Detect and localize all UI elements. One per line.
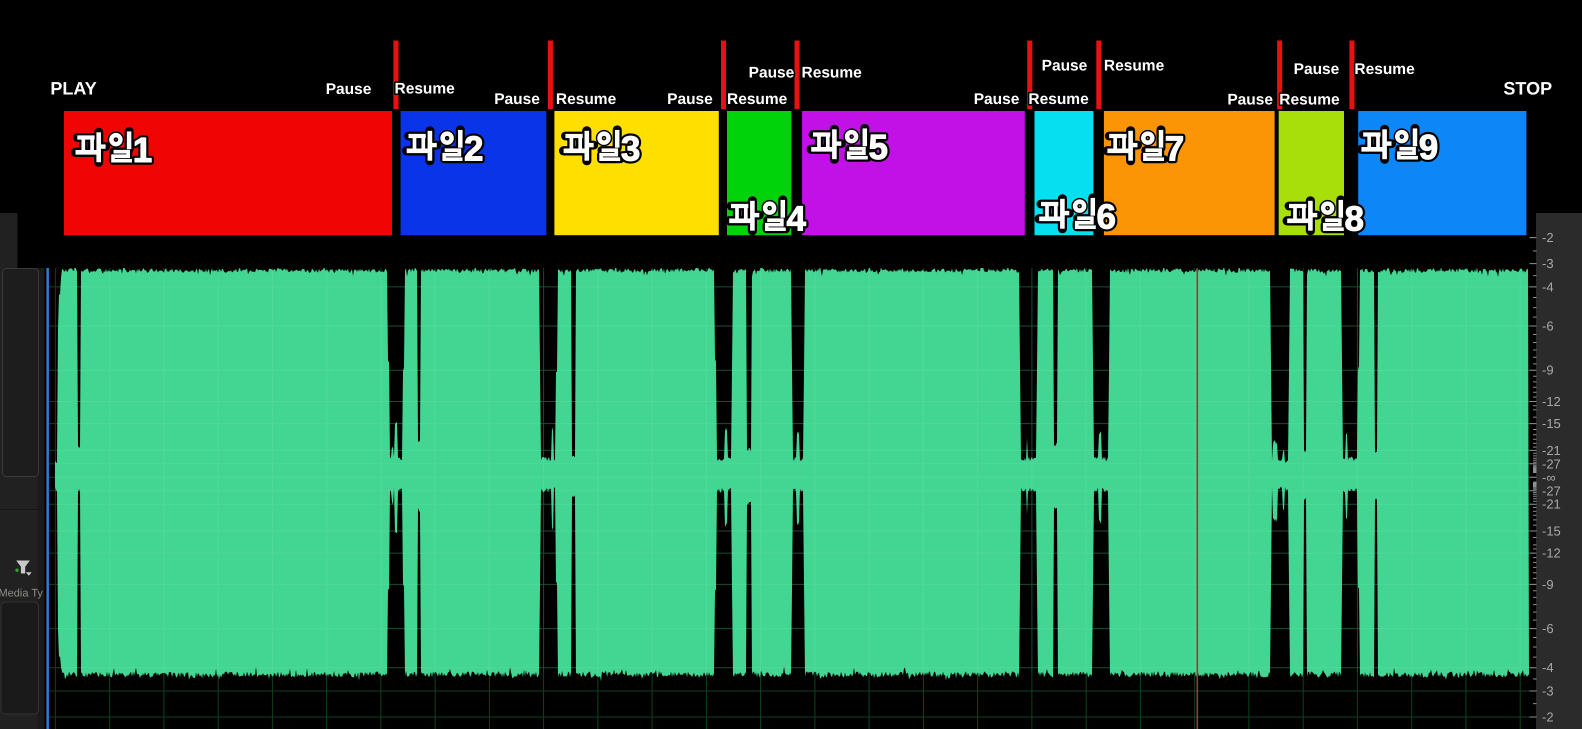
svg-text:8: 8 <box>1345 200 1364 239</box>
svg-text:Pause: Pause <box>1042 58 1088 75</box>
svg-text:-∞: -∞ <box>1542 470 1556 485</box>
svg-text:-21: -21 <box>1542 443 1561 458</box>
svg-text:-3: -3 <box>1542 684 1554 699</box>
svg-text:9: 9 <box>1419 128 1438 167</box>
svg-text:3: 3 <box>621 130 640 169</box>
svg-text:-3: -3 <box>1542 256 1554 271</box>
svg-text:Resume: Resume <box>1028 91 1089 108</box>
svg-text:Resume: Resume <box>802 65 863 82</box>
svg-text:3: 3 <box>621 130 640 169</box>
svg-text:-12: -12 <box>1542 394 1561 409</box>
svg-text:-9: -9 <box>1542 577 1554 592</box>
svg-text:Resume: Resume <box>1279 91 1340 108</box>
svg-text:-2: -2 <box>1542 710 1554 725</box>
svg-text:7: 7 <box>1165 130 1184 169</box>
svg-text:8: 8 <box>1345 200 1364 239</box>
svg-text:Resume: Resume <box>395 80 456 97</box>
svg-text:-15: -15 <box>1542 416 1561 431</box>
svg-text:-12: -12 <box>1542 546 1561 561</box>
svg-text:-27: -27 <box>1542 483 1561 498</box>
svg-text:-2: -2 <box>1542 230 1554 245</box>
svg-text:PLAY: PLAY <box>50 79 96 99</box>
svg-text:6: 6 <box>1097 198 1116 237</box>
svg-text:Media Ty: Media Ty <box>0 588 43 600</box>
svg-text:9: 9 <box>1419 128 1438 167</box>
svg-text:2: 2 <box>464 130 483 169</box>
svg-text:Pause: Pause <box>1294 61 1340 78</box>
svg-text:Resume: Resume <box>1104 58 1165 75</box>
svg-text:2: 2 <box>464 130 483 169</box>
svg-text:-4: -4 <box>1542 279 1554 294</box>
svg-text:6: 6 <box>1097 198 1116 237</box>
svg-text:-9: -9 <box>1542 363 1554 378</box>
svg-text:-15: -15 <box>1542 524 1561 539</box>
svg-text:5: 5 <box>869 128 888 167</box>
svg-text:5: 5 <box>869 128 888 167</box>
svg-text:Pause: Pause <box>494 91 540 108</box>
svg-text:STOP: STOP <box>1503 79 1552 99</box>
svg-text:4: 4 <box>787 200 807 239</box>
svg-text:Pause: Pause <box>667 91 713 108</box>
svg-text:Resume: Resume <box>727 91 788 108</box>
svg-text:-21: -21 <box>1542 497 1561 512</box>
svg-text:Resume: Resume <box>1354 61 1415 78</box>
svg-text:-6: -6 <box>1542 621 1554 636</box>
svg-text:-6: -6 <box>1542 319 1554 334</box>
svg-text:1: 1 <box>133 131 152 170</box>
svg-text:Pause: Pause <box>749 65 795 82</box>
svg-text:Pause: Pause <box>974 91 1020 108</box>
svg-text:Resume: Resume <box>556 91 617 108</box>
svg-text:-27: -27 <box>1542 456 1561 471</box>
svg-text:Pause: Pause <box>1227 92 1273 109</box>
svg-text:4: 4 <box>787 200 807 239</box>
svg-text:1: 1 <box>133 131 152 170</box>
svg-text:-4: -4 <box>1542 660 1554 675</box>
svg-text:Pause: Pause <box>326 81 372 98</box>
svg-text:7: 7 <box>1165 130 1184 169</box>
